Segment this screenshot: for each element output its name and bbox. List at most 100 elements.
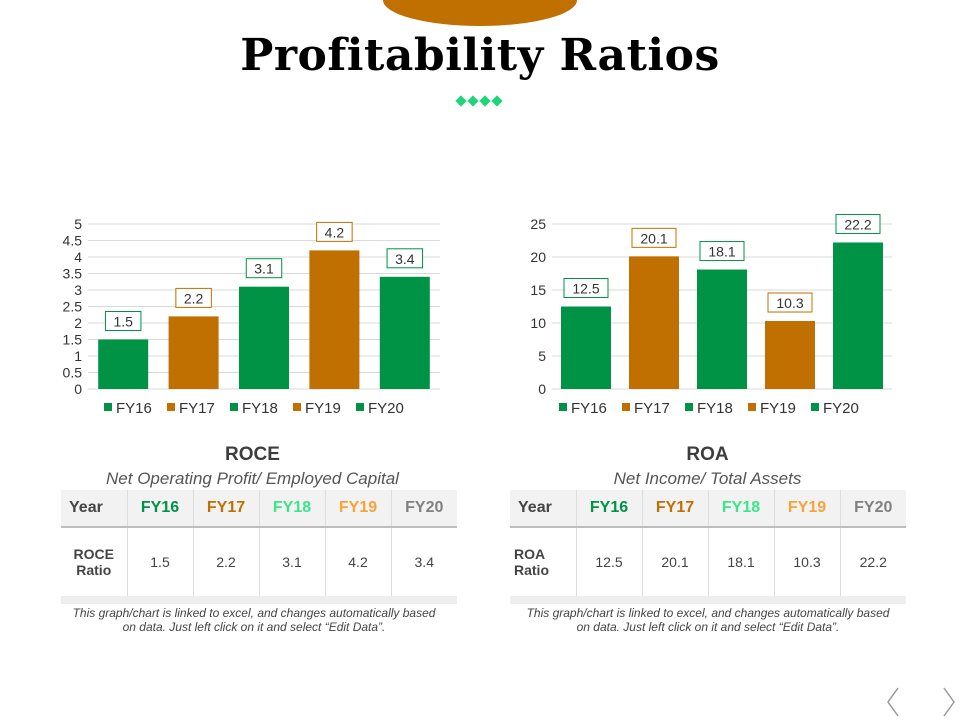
y-tick-label: 20 — [530, 249, 546, 265]
data-label: 10.3 — [776, 295, 803, 311]
table-shadow — [510, 596, 906, 604]
cell-fy16: 1.5 — [126, 527, 193, 598]
y-tick-label: 3.5 — [63, 266, 83, 282]
header-fy17: FY17 — [641, 490, 708, 528]
y-tick-label: 4.5 — [63, 233, 83, 249]
legend-swatch — [167, 403, 175, 411]
table-header-row: Year FY16 FY17 FY18 FY19 FY20 — [510, 490, 906, 528]
y-tick-label: 0 — [74, 381, 82, 397]
roa-chart-note: This graph/chart is linked to excel, and… — [526, 606, 890, 634]
legend-label: FY18 — [242, 400, 278, 417]
header-fy16: FY16 — [126, 490, 193, 528]
legend-label: FY19 — [760, 400, 796, 417]
y-tick-label: 25 — [530, 216, 546, 232]
legend-label: FY20 — [823, 400, 859, 417]
page-title: Profitability Ratios — [240, 30, 720, 81]
legend-swatch — [104, 403, 112, 411]
data-label-box — [767, 292, 813, 313]
bar-fy20 — [379, 276, 430, 389]
legend-label: FY17 — [634, 400, 670, 417]
y-tick-label: 0 — [538, 381, 546, 397]
bar-fy17 — [168, 316, 219, 389]
table-shadow — [61, 596, 457, 604]
row-label-roce-ratio: ROCE Ratio — [61, 527, 127, 598]
cell-fy19: 4.2 — [324, 527, 391, 598]
row-label-roa-ratio: ROA Ratio — [510, 527, 576, 598]
y-tick-label: 2 — [74, 315, 82, 331]
roce-chart-title: ROCE — [225, 444, 280, 465]
header-fy18: FY18 — [707, 490, 774, 528]
y-tick-label: 1 — [74, 348, 82, 364]
next-slide-arrow-icon[interactable] — [938, 686, 958, 718]
header-fy18: FY18 — [258, 490, 325, 528]
cell-fy20: 22.2 — [839, 527, 906, 598]
bar-fy19 — [765, 321, 815, 389]
y-tick-label: 3 — [74, 282, 82, 298]
roce-ratio-table: Year FY16 FY17 FY18 FY19 FY20 ROCE Ratio… — [61, 490, 457, 598]
top-decoration-tab — [383, 0, 577, 26]
data-label-box — [563, 278, 609, 298]
title-diamond-ornament — [455, 95, 507, 108]
data-label-box — [316, 221, 353, 242]
table-header-row: Year FY16 FY17 FY18 FY19 FY20 — [61, 490, 457, 528]
cell-fy17: 2.2 — [192, 527, 259, 598]
bar-fy18 — [239, 286, 289, 389]
legend-swatch — [230, 403, 238, 411]
header-year: Year — [61, 490, 127, 528]
y-tick-label: 1.5 — [63, 332, 83, 348]
cell-fy18: 18.1 — [707, 527, 774, 598]
bar-fy20 — [833, 242, 883, 389]
cell-fy16: 12.5 — [575, 527, 642, 598]
cell-fy18: 3.1 — [258, 527, 325, 598]
cell-fy19: 10.3 — [773, 527, 840, 598]
y-tick-label: 15 — [530, 282, 546, 298]
legend-swatch — [685, 403, 693, 411]
data-label: 20.1 — [640, 230, 667, 246]
bar-fy19 — [309, 250, 360, 389]
roa-ratio-table: Year FY16 FY17 FY18 FY19 FY20 ROA Ratio … — [510, 490, 906, 598]
y-tick-label: 5 — [74, 216, 82, 232]
data-label-box — [104, 311, 142, 331]
roce-bar-chart: 00.511.522.533.544.551.52.23.14.23.4FY16… — [63, 216, 440, 417]
bar-fy16 — [561, 306, 611, 389]
cell-fy20: 3.4 — [390, 527, 457, 598]
data-label-box — [175, 287, 212, 308]
legend-swatch — [811, 403, 819, 411]
bar-fy16 — [98, 339, 149, 389]
header-fy19: FY19 — [324, 490, 391, 528]
table-row: ROCE Ratio 1.5 2.2 3.1 4.2 3.4 — [61, 527, 457, 598]
data-label-box — [386, 248, 424, 269]
y-tick-label: 10 — [530, 315, 546, 331]
y-tick-label: 4 — [74, 249, 82, 265]
legend-swatch — [356, 403, 364, 411]
header-fy17: FY17 — [192, 490, 259, 528]
legend-label: FY20 — [368, 400, 404, 417]
data-label: 4.2 — [325, 224, 345, 240]
previous-slide-arrow-icon[interactable] — [884, 686, 904, 718]
header-year: Year — [510, 490, 576, 528]
roce-chart-note: This graph/chart is linked to excel, and… — [72, 606, 436, 634]
legend-swatch — [559, 403, 567, 411]
header-fy19: FY19 — [773, 490, 840, 528]
legend-label: FY16 — [571, 400, 607, 417]
roa-chart-title: ROA — [686, 444, 729, 465]
legend-label: FY17 — [179, 400, 215, 417]
data-label: 3.4 — [395, 251, 415, 267]
data-label: 2.2 — [184, 290, 204, 306]
header-fy16: FY16 — [575, 490, 642, 528]
data-label: 12.5 — [572, 281, 599, 297]
bar-fy17 — [629, 256, 679, 389]
legend-label: FY19 — [305, 400, 341, 417]
data-label-box — [835, 213, 881, 234]
y-tick-label: 0.5 — [63, 365, 83, 381]
header-fy20: FY20 — [390, 490, 457, 528]
y-tick-label: 2.5 — [63, 299, 83, 315]
bar-fy18 — [697, 269, 747, 389]
data-label-box — [631, 227, 677, 248]
table-row: ROA Ratio 12.5 20.1 18.1 10.3 22.2 — [510, 527, 906, 598]
legend-label: FY16 — [116, 400, 152, 417]
legend-swatch — [622, 403, 630, 411]
legend-swatch — [293, 403, 301, 411]
cell-fy17: 20.1 — [641, 527, 708, 598]
legend-label: FY18 — [697, 400, 733, 417]
